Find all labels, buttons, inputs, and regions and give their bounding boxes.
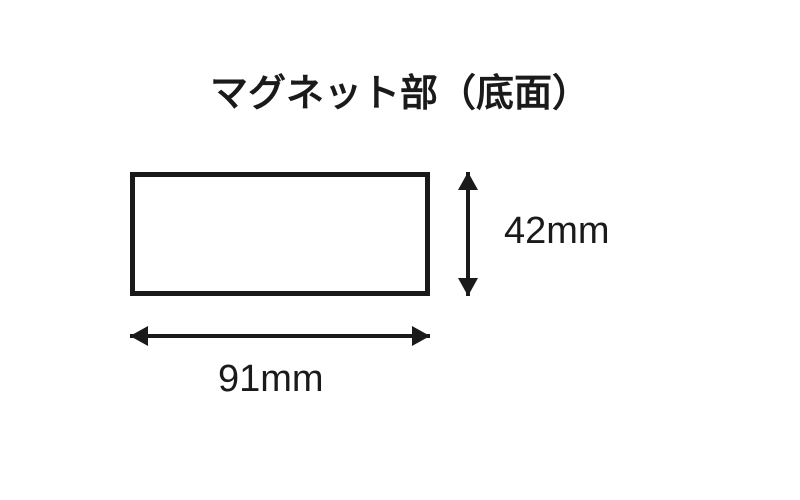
width-dimension-label: 91mm — [218, 358, 324, 401]
height-dimension-arrow — [448, 152, 488, 316]
height-dimension-label: 42mm — [504, 210, 610, 253]
diagram-title: マグネット部（底面） — [0, 62, 800, 117]
magnet-rectangle — [130, 172, 430, 296]
width-dimension-arrow — [110, 316, 450, 356]
